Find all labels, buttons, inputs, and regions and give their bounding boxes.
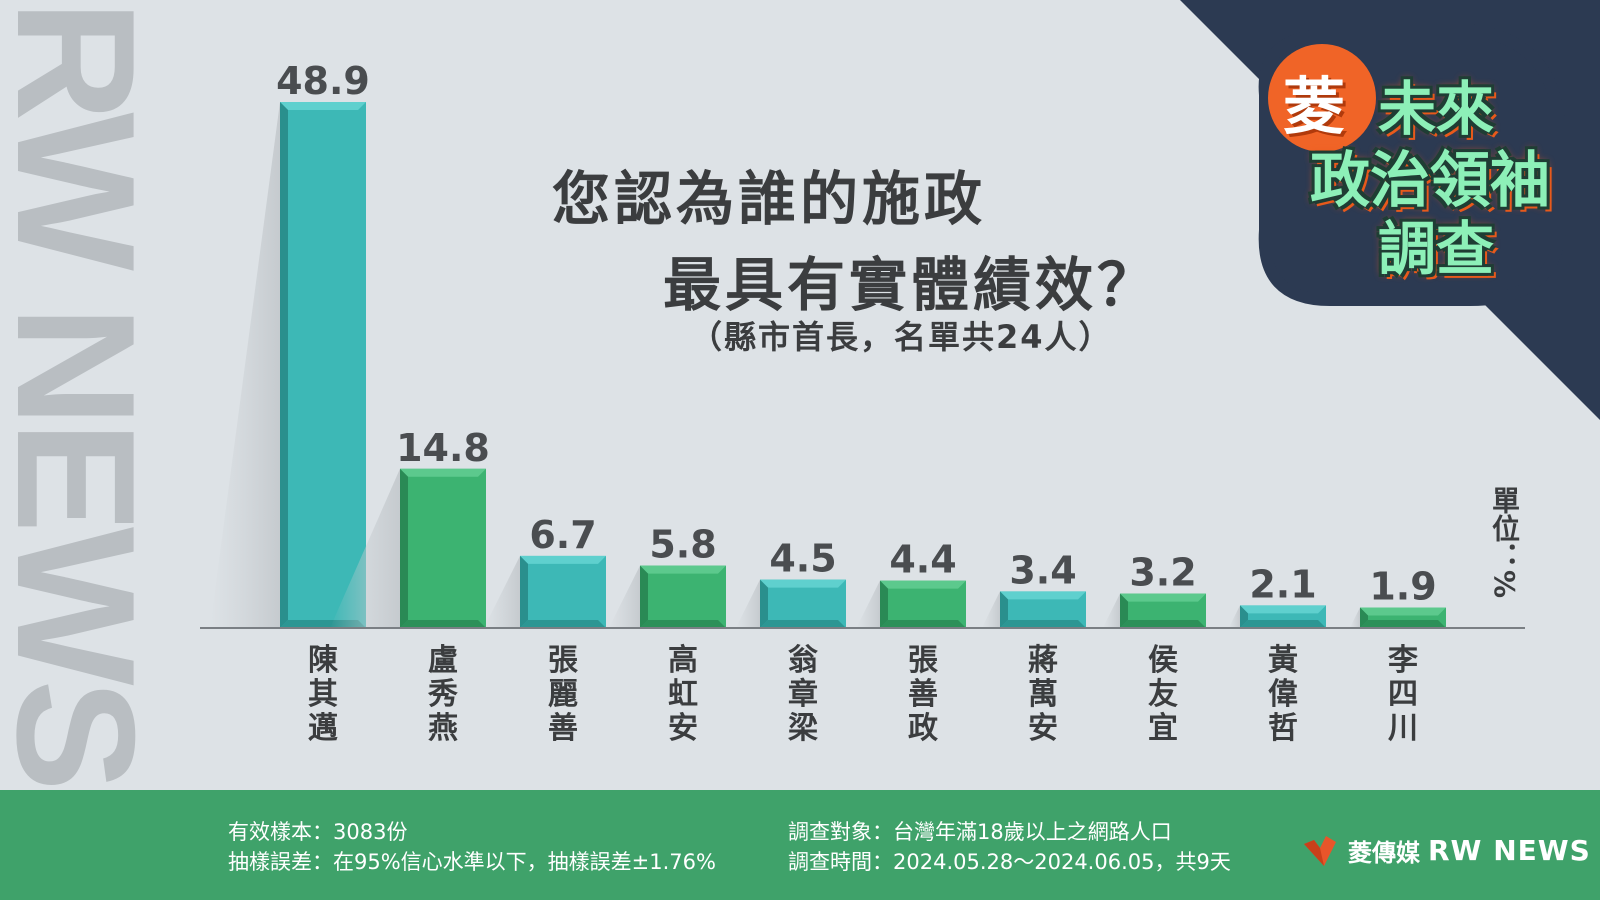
chart-title-line1: 您認為誰的施政 bbox=[552, 165, 987, 233]
category-label: 高虹安 bbox=[668, 643, 698, 746]
bars-layer bbox=[210, 102, 1446, 628]
bar-bevel-left bbox=[760, 579, 768, 628]
bar-bevel-top bbox=[520, 555, 606, 564]
bar-value-label: 5.8 bbox=[649, 523, 716, 567]
bar-bevel-top bbox=[760, 579, 846, 588]
bar-bevel-bottom bbox=[400, 620, 486, 628]
category-label: 李四川 bbox=[1388, 643, 1418, 746]
category-label: 張善政 bbox=[908, 643, 938, 746]
category-label: 侯友宜 bbox=[1148, 643, 1178, 746]
bar-bevel-top bbox=[640, 565, 726, 574]
bar-shadow bbox=[981, 591, 1000, 628]
watermark-text: RW NEWS bbox=[0, 0, 150, 786]
bar-shadow bbox=[483, 555, 520, 628]
bar-bevel-bottom bbox=[520, 620, 606, 628]
bar bbox=[760, 579, 846, 628]
bar bbox=[280, 102, 366, 628]
bar-bevel-top bbox=[280, 102, 366, 110]
bar-shadow bbox=[608, 565, 640, 628]
badge-line1: 未來 bbox=[1378, 75, 1495, 143]
bar-bevel-bottom bbox=[1120, 620, 1206, 628]
bar-shadow bbox=[1102, 593, 1120, 628]
bar-bevel-bottom bbox=[880, 620, 966, 628]
footer-sample: 有效樣本：3083份 bbox=[228, 820, 408, 844]
bar-bevel-left bbox=[280, 102, 288, 628]
bar-value-label: 1.9 bbox=[1369, 565, 1436, 609]
category-label: 黃偉哲 bbox=[1268, 643, 1298, 746]
bar-bevel-bottom bbox=[1360, 620, 1446, 628]
category-label: 陳其邁 bbox=[308, 643, 338, 746]
bar-bevel-left bbox=[1240, 605, 1248, 628]
bar-bevel-left bbox=[880, 580, 888, 628]
category-label: 翁章梁 bbox=[788, 643, 818, 746]
bar-shadow bbox=[210, 102, 280, 628]
chart-subtitle: （縣市首長，名單共24人） bbox=[690, 318, 1113, 356]
badge-line3: 調查 bbox=[1378, 215, 1495, 283]
bar bbox=[400, 468, 486, 628]
bar-bevel-bottom bbox=[760, 620, 846, 628]
bar-bevel-left bbox=[640, 565, 648, 628]
bar-value-label: 48.9 bbox=[276, 59, 370, 103]
watermark: RW NEWS bbox=[0, 0, 150, 786]
bar bbox=[640, 565, 726, 628]
bar-bevel-top bbox=[1120, 593, 1206, 602]
bar-bevel-left bbox=[1000, 591, 1008, 628]
category-label: 蔣萬安 bbox=[1028, 643, 1058, 746]
bar-value-label: 14.8 bbox=[396, 426, 490, 470]
bar-bevel-top bbox=[880, 580, 966, 589]
bar-value-label: 4.5 bbox=[769, 537, 836, 581]
bar-bevel-left bbox=[400, 468, 408, 628]
category-label: 盧秀燕 bbox=[427, 643, 458, 746]
bar-bevel-bottom bbox=[1240, 620, 1326, 628]
labels-layer: 48.9 陳其邁 14.8 盧秀燕 6.7 張麗善 5.8 高虹安 4.5 翁章梁 4.4 張善政 3.… bbox=[276, 59, 1437, 746]
bar-bevel-top bbox=[1360, 607, 1446, 616]
bar-shadow bbox=[1228, 605, 1240, 628]
bar-bevel-top bbox=[400, 468, 486, 477]
brand-name-en: RW NEWS bbox=[1428, 833, 1591, 867]
brand-logo: 菱傳媒 RW NEWS bbox=[1300, 830, 1591, 870]
bar-bevel-left bbox=[520, 555, 528, 628]
badge-circle bbox=[1268, 44, 1376, 152]
footer-period: 調查時間：2024.05.28～2024.06.05，共9天 bbox=[788, 850, 1231, 874]
bar-shadow bbox=[856, 580, 880, 628]
unit-label: 單位：% bbox=[1488, 486, 1521, 599]
bar-value-label: 6.7 bbox=[529, 513, 596, 557]
bar-bevel-bottom bbox=[1000, 620, 1086, 628]
brand-logo-icon bbox=[1304, 836, 1336, 866]
chart-title-line2: 最具有實體績效？ bbox=[663, 251, 1160, 319]
bar-bevel-left bbox=[1120, 593, 1128, 628]
brand-name-zh: 菱傳媒 bbox=[1348, 838, 1420, 867]
bar bbox=[520, 555, 606, 628]
bar-shadow bbox=[330, 468, 400, 628]
footer-target: 調查對象：台灣年滿18歲以上之網路人口 bbox=[788, 820, 1172, 844]
footer-error: 抽樣誤差：在95%信心水準以下，抽樣誤差±1.76% bbox=[228, 850, 716, 874]
bar-bevel-top bbox=[1000, 591, 1086, 600]
badge-line2: 政治領袖 bbox=[1310, 146, 1550, 216]
bar-value-label: 3.4 bbox=[1009, 548, 1076, 592]
bar-shadow bbox=[735, 579, 760, 628]
bar-shadow bbox=[1349, 607, 1360, 628]
bar-value-label: 4.4 bbox=[889, 538, 956, 582]
badge-circle-char: 菱 bbox=[1283, 70, 1346, 143]
bar-value-label: 3.2 bbox=[1129, 551, 1196, 595]
category-label: 張麗善 bbox=[548, 643, 578, 746]
bar-bevel-bottom bbox=[640, 620, 726, 628]
bar-value-label: 2.1 bbox=[1249, 562, 1316, 606]
bar-bevel-top bbox=[1240, 605, 1326, 614]
bar-bevel-left bbox=[1360, 607, 1368, 628]
